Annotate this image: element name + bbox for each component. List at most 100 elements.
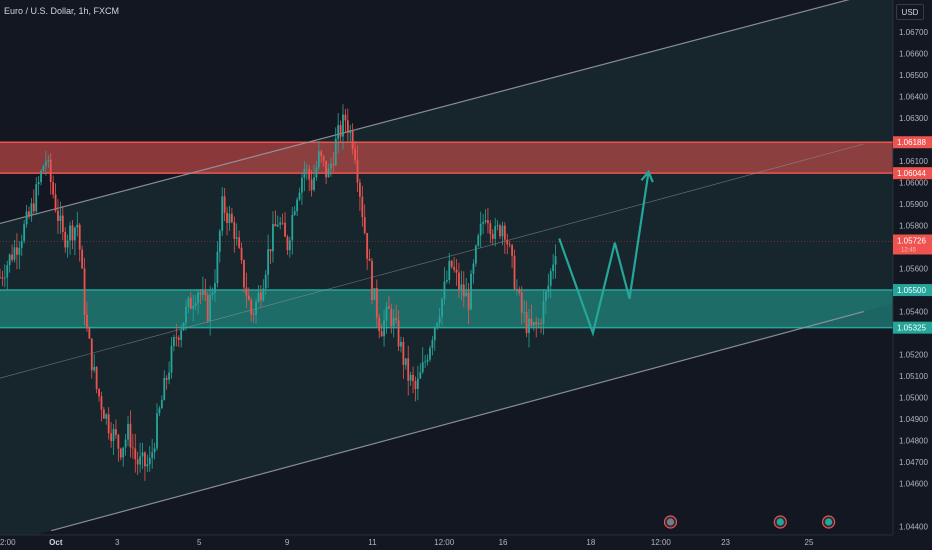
candle-body: [201, 290, 204, 295]
candle-body: [361, 196, 364, 218]
candle-body: [214, 283, 216, 293]
event-marker-icon[interactable]: [821, 515, 836, 529]
candle-body: [197, 292, 199, 304]
time-axis-tick: 23: [721, 538, 730, 547]
candle-body: [438, 316, 441, 324]
candle-body: [238, 237, 241, 248]
candle-body: [426, 359, 429, 362]
projection-arrowhead: [640, 169, 654, 183]
candle-body: [6, 265, 9, 278]
candle-body: [308, 168, 311, 180]
candle-body: [86, 314, 88, 329]
candle-body: [416, 378, 419, 390]
candle-body: [13, 247, 16, 260]
candle-body: [453, 266, 456, 270]
support-price-tag-label: 1.05500: [897, 286, 926, 295]
candle-body: [414, 380, 417, 390]
candle-body: [175, 337, 178, 339]
candle-body: [83, 268, 86, 315]
candle-body: [240, 247, 243, 261]
price-axis-tick: 1.06000: [899, 179, 928, 188]
candle-body: [330, 163, 332, 169]
candle-body: [264, 274, 267, 289]
last-price-tag: [893, 234, 932, 255]
event-marker-dot: [776, 518, 784, 526]
support-zone: [0, 290, 893, 328]
candle-body: [35, 184, 38, 212]
candle-body: [373, 288, 376, 300]
price-axis-tick: 1.05800: [899, 222, 928, 231]
price-axis-tick: 1.05100: [899, 372, 928, 381]
price-axis-tick: 1.05200: [899, 351, 928, 360]
resistance-price-tag-label: 1.06188: [897, 138, 926, 147]
candle-body: [49, 159, 52, 183]
candle-body: [363, 217, 366, 234]
candle-body: [141, 452, 144, 457]
resistance-price-tag: [893, 167, 932, 180]
candle-body: [470, 273, 472, 310]
candle-body: [262, 288, 265, 301]
candle-body: [327, 168, 330, 178]
candle-body: [129, 423, 132, 448]
candle-body: [187, 297, 190, 308]
support-price-tag-label: 1.05325: [897, 324, 926, 333]
candle-body: [274, 223, 277, 227]
candle-body: [465, 292, 468, 297]
time-axis-tick: 11: [368, 538, 377, 547]
candle-body: [44, 161, 47, 166]
candle-body: [11, 254, 13, 260]
candle-body: [1, 277, 4, 279]
event-marker-icon[interactable]: [663, 515, 678, 529]
candle-body: [462, 284, 465, 297]
candle-body: [64, 231, 67, 248]
candle-body: [81, 249, 84, 269]
candle-body: [76, 224, 79, 228]
candle-body: [298, 192, 301, 200]
candle-body: [42, 165, 45, 171]
last-price-tag-label: 1.05726: [897, 237, 926, 246]
candle-body: [421, 362, 424, 373]
candle-body: [28, 211, 30, 217]
candle-body: [165, 378, 168, 380]
candle-body: [199, 292, 202, 295]
event-marker-icon[interactable]: [773, 515, 787, 529]
candle-body: [532, 322, 535, 326]
currency-button[interactable]: USD: [896, 4, 924, 20]
candle-body: [286, 236, 289, 251]
support-price-tag: [893, 321, 932, 334]
candle-body: [315, 167, 318, 178]
candle-body: [47, 159, 50, 162]
candle-body: [0, 277, 1, 278]
candle-body: [436, 323, 439, 328]
candle-body: [93, 366, 96, 371]
candle-body: [134, 448, 137, 460]
candle-body: [528, 318, 530, 333]
time-axis-tick: 12:00: [434, 538, 455, 547]
candle-body: [458, 272, 460, 290]
candle-body: [288, 240, 291, 251]
candle-body: [284, 222, 286, 237]
price-axis-tick: 1.05600: [899, 265, 928, 274]
candle-body: [160, 400, 163, 409]
candle-body: [122, 447, 125, 458]
candle-body: [479, 223, 482, 236]
candle-body: [429, 347, 431, 360]
candle-body: [351, 130, 354, 149]
price-axis-tick: 1.06500: [899, 71, 928, 80]
candle-body: [16, 247, 18, 255]
candle-body: [349, 130, 352, 133]
candle-body: [3, 277, 6, 279]
candle-body: [144, 452, 146, 467]
candle-body: [66, 240, 69, 248]
candle-body: [255, 301, 257, 315]
resistance-price-tag: [893, 136, 932, 149]
candle-body: [467, 292, 470, 310]
candle-body: [170, 346, 173, 373]
candle-body: [110, 433, 113, 442]
candle-body: [511, 245, 513, 256]
price-axis-tick: 1.06100: [899, 157, 928, 166]
symbol-title[interactable]: Euro / U.S. Dollar, 1h, FXCM: [4, 6, 120, 16]
candle-body: [95, 366, 98, 390]
